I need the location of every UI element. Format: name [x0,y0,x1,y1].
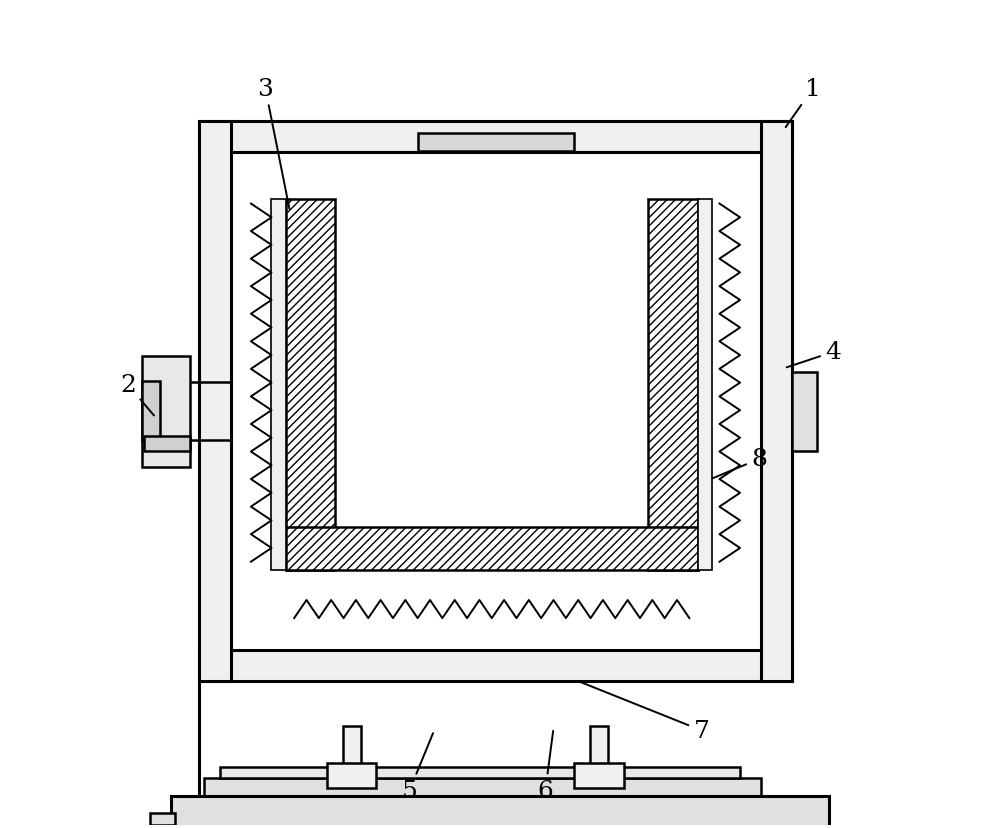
Bar [327,763,376,788]
Text: 4: 4 [787,341,841,368]
Bar [792,373,817,451]
Bar [648,200,698,570]
Bar [698,200,712,570]
Bar [199,122,231,681]
Bar [343,726,361,772]
Bar [199,122,792,153]
Bar [144,436,190,451]
Bar [142,356,190,468]
Bar [590,726,608,772]
Bar [286,527,698,570]
Bar [171,797,829,828]
Bar [150,813,175,826]
Bar [271,200,286,570]
Text: 6: 6 [537,731,553,802]
Bar [199,650,792,681]
Bar [142,381,160,440]
Bar [574,763,624,788]
Text: 3: 3 [257,78,289,209]
Text: 1: 1 [786,78,821,128]
Bar [220,767,740,778]
Text: 7: 7 [581,682,710,742]
Bar [418,133,574,152]
Bar [204,778,761,797]
Text: 8: 8 [713,448,767,479]
Text: 5: 5 [401,734,433,802]
Text: 2: 2 [120,373,154,416]
Bar [286,200,335,570]
Bar [761,122,792,681]
